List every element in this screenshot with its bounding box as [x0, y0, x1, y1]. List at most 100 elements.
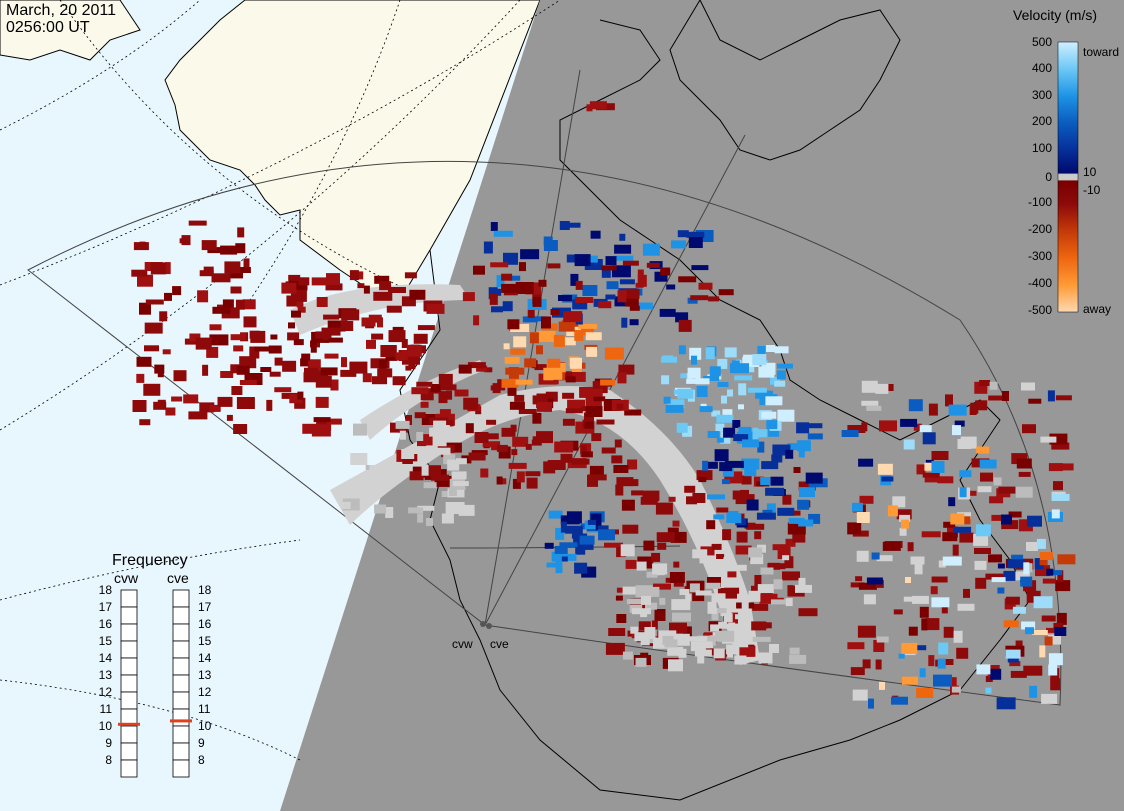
velocity-cell — [584, 421, 594, 429]
velocity-cell — [320, 367, 338, 376]
velocity-cell — [724, 460, 744, 468]
velocity-cell — [861, 400, 879, 406]
velocity-cell — [747, 387, 767, 393]
velocity-cell — [502, 301, 513, 312]
velocity-cell — [560, 337, 576, 346]
velocity-cell — [474, 432, 489, 443]
velocity-cell — [585, 406, 603, 417]
velocity-cell — [401, 296, 416, 307]
velocity-cell — [991, 577, 1006, 583]
velocity-cell — [584, 259, 603, 270]
velocity-cell — [254, 346, 274, 352]
velocity-cell — [137, 274, 153, 287]
velocity-cell — [1018, 471, 1031, 477]
velocity-cell — [798, 481, 816, 491]
velocity-cell — [852, 689, 868, 701]
velocity-cell — [416, 432, 424, 441]
velocity-cell — [181, 235, 191, 246]
velocity-cell — [236, 397, 255, 409]
velocity-away-label: away — [1083, 302, 1111, 316]
velocity-cell — [611, 455, 623, 464]
velocity-cell — [671, 240, 686, 249]
frequency-tick-label: 13 — [99, 668, 113, 682]
velocity-cell — [620, 544, 635, 557]
velocity-cell — [734, 655, 747, 665]
velocity-cell — [491, 306, 503, 313]
velocity-cell — [310, 340, 317, 353]
velocity-cell — [931, 451, 949, 460]
velocity-cell — [645, 637, 657, 644]
velocity-cell — [311, 277, 329, 286]
velocity-cell — [260, 367, 272, 372]
velocity-cell — [687, 367, 701, 379]
velocity-cell — [960, 516, 971, 525]
velocity-cell — [722, 529, 732, 541]
velocity-cell — [754, 429, 767, 438]
velocity-cell — [1047, 570, 1063, 576]
velocity-cell — [979, 459, 997, 469]
velocity-cell — [144, 345, 159, 352]
velocity-cell — [452, 481, 469, 487]
velocity-cell — [635, 657, 647, 667]
velocity-cell — [591, 433, 602, 442]
velocity-cell — [243, 258, 250, 268]
velocity-cell — [1010, 670, 1027, 678]
velocity-cell — [675, 312, 689, 323]
velocity-cell — [866, 405, 882, 411]
velocity-cell — [139, 302, 151, 315]
velocity-cell — [547, 263, 561, 269]
velocity-cell — [236, 365, 250, 375]
velocity-cell — [233, 424, 248, 434]
velocity-cell — [188, 411, 208, 420]
velocity-cell — [414, 412, 426, 419]
velocity-cell — [490, 262, 509, 268]
velocity-cell — [551, 551, 566, 562]
velocity-cell — [771, 599, 786, 605]
velocity-cell — [931, 576, 948, 583]
velocity-cell — [637, 269, 644, 282]
velocity-cell — [301, 353, 311, 361]
velocity-cell — [154, 364, 165, 374]
velocity-cell — [455, 458, 467, 465]
velocity-cell — [631, 490, 644, 496]
velocity-cell — [508, 462, 527, 469]
velocity-cell — [1028, 398, 1042, 404]
velocity-cell — [224, 261, 241, 274]
velocity-cell — [722, 409, 733, 417]
frequency-tick-label: 12 — [198, 685, 212, 699]
velocity-cell — [538, 279, 547, 287]
velocity-cell — [385, 507, 394, 518]
velocity-cell — [580, 445, 587, 457]
velocity-cell — [543, 461, 556, 474]
velocity-cell — [574, 254, 591, 267]
velocity-cell — [1055, 395, 1072, 401]
velocity-cell — [1015, 486, 1033, 498]
velocity-cell — [1041, 693, 1058, 704]
velocity-cell — [165, 407, 176, 416]
velocity-cell — [500, 478, 507, 485]
velocity-cell — [755, 390, 774, 399]
velocity-cell — [553, 334, 565, 347]
velocity-cell — [1023, 562, 1030, 575]
velocity-cell — [756, 512, 776, 520]
velocity-cell — [969, 406, 977, 415]
velocity-cell — [183, 394, 199, 404]
velocity-cell — [443, 454, 456, 465]
velocity-tick-label: -200 — [1028, 222, 1052, 236]
velocity-cell — [913, 423, 922, 431]
velocity-cell — [486, 419, 497, 425]
velocity-cell — [900, 418, 918, 427]
velocity-cell — [406, 415, 412, 425]
velocity-cell — [496, 444, 508, 452]
velocity-cell — [976, 664, 991, 675]
velocity-cell — [606, 348, 616, 355]
velocity-cell — [520, 249, 540, 260]
velocity-cell — [230, 334, 246, 341]
velocity-cell — [985, 687, 992, 694]
velocity-cell — [789, 647, 800, 655]
velocity-cell — [596, 419, 615, 425]
velocity-cell — [723, 557, 731, 568]
velocity-cell — [316, 297, 328, 307]
velocity-cell — [993, 477, 1002, 486]
velocity-cell — [626, 599, 643, 604]
